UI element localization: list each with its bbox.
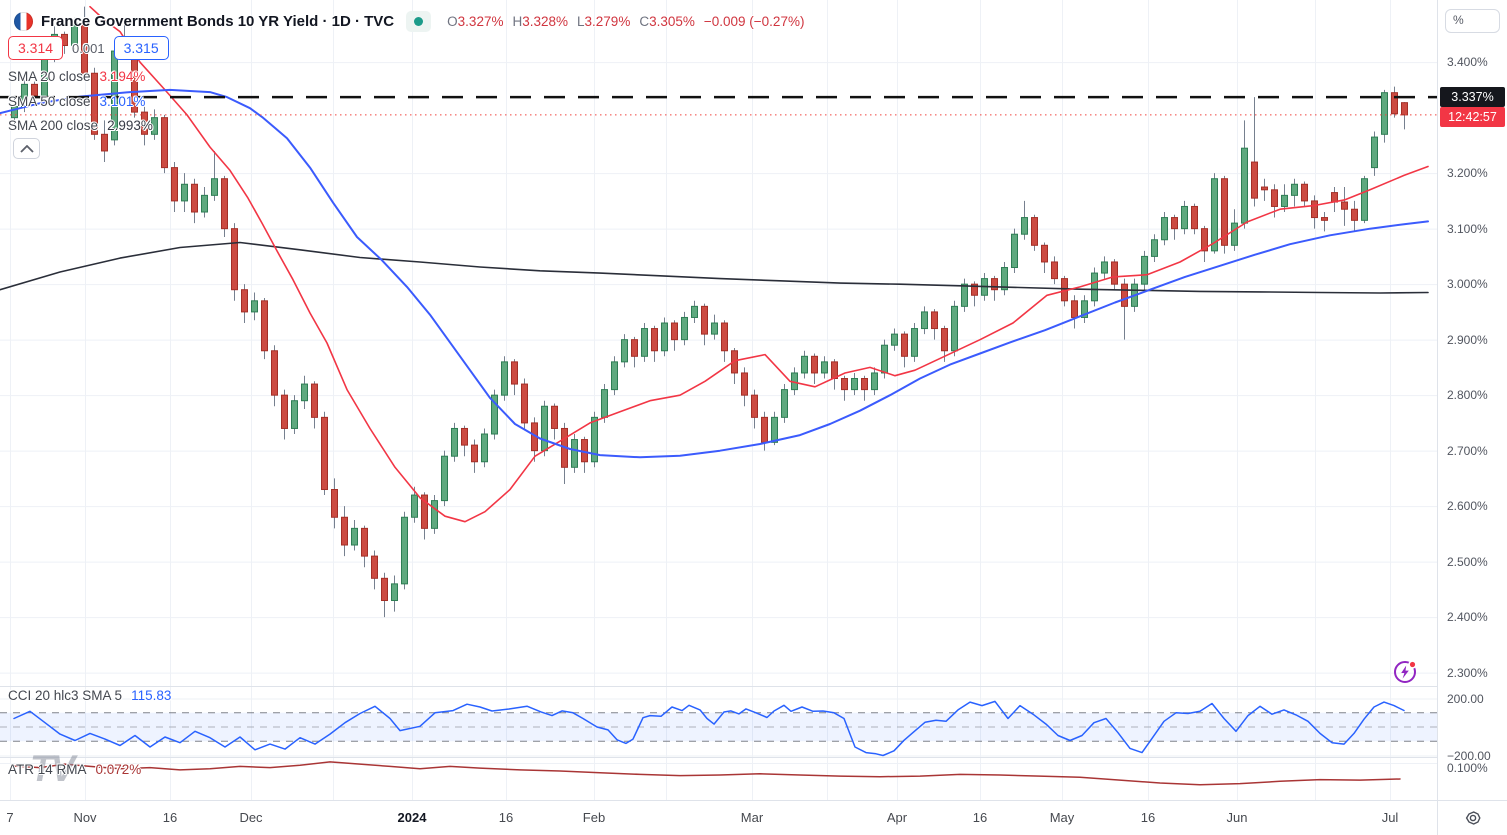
cci-axis-tick-bottom: −200.00 xyxy=(1447,748,1491,763)
countdown-label: 12:42:57 xyxy=(1440,107,1505,128)
time-tick-label: 2024 xyxy=(397,810,427,825)
buy-button[interactable]: 3.315 xyxy=(113,36,169,60)
time-tick-label: 16 xyxy=(972,810,988,825)
chart-canvas[interactable] xyxy=(0,0,1437,800)
time-tick-label: Jul xyxy=(1381,810,1399,825)
legend-sma50[interactable]: SMA 50 close 3.101% xyxy=(8,93,146,109)
price-tick-label: 2.700% xyxy=(1447,443,1488,458)
time-tick-label: 16 xyxy=(498,810,514,825)
cci-axis-tick-top: 200.00 xyxy=(1447,691,1484,706)
flash-button[interactable] xyxy=(1391,658,1419,686)
atr-indicator-legend[interactable]: ATR 14 RMA 0.072% xyxy=(8,762,142,777)
price-tick-label: 3.100% xyxy=(1447,221,1488,236)
symbol-title[interactable]: France Government Bonds 10 YR Yield · 1D… xyxy=(41,12,395,30)
legend-sma200[interactable]: SMA 200 close 2.993% xyxy=(8,117,153,133)
cci-indicator-legend[interactable]: CCI 20 hlc3 SMA 5 115.83 xyxy=(8,688,172,703)
symbol-header: France Government Bonds 10 YR Yield · 1D… xyxy=(14,10,804,32)
tradingview-watermark: TV xyxy=(30,748,75,789)
price-tick-label: 2.900% xyxy=(1447,332,1488,347)
price-tick-label: 2.600% xyxy=(1447,499,1488,514)
price-tick-label: 2.300% xyxy=(1447,665,1488,680)
legend-sma20[interactable]: SMA 20 close 3.194% xyxy=(8,68,146,84)
market-status-icon[interactable] xyxy=(406,10,432,32)
price-tick-label: 3.000% xyxy=(1447,277,1488,292)
green-dot-icon xyxy=(414,16,424,26)
price-tick-label: 3.400% xyxy=(1447,55,1488,70)
time-tick-label: May xyxy=(1049,810,1075,825)
percent-scale-button[interactable]: % xyxy=(1445,9,1500,33)
time-tick-label: Dec xyxy=(239,810,263,825)
legend-collapse-button[interactable] xyxy=(13,138,40,159)
time-tick-label: 16 xyxy=(162,810,178,825)
france-flag-icon xyxy=(14,11,33,31)
gear-icon xyxy=(1465,811,1481,825)
time-tick-label: Apr xyxy=(886,810,908,825)
time-tick-label: 16 xyxy=(1140,810,1156,825)
alert-price-label: 3.337% xyxy=(1440,87,1505,108)
bid-ask-row: 3.314 0.001 3.315 xyxy=(8,36,169,60)
ohlc-values: O3.327% H3.328% L3.279% C3.305% −0.009 (… xyxy=(447,13,805,29)
time-tick-label: 7 xyxy=(6,810,14,825)
circle-outline-icon xyxy=(1394,661,1416,683)
price-tick-label: 2.400% xyxy=(1447,610,1488,625)
time-tick-label: Feb xyxy=(582,810,606,825)
time-axis[interactable]: 7 Nov 16 Dec 2024 16 Feb Mar Apr 16 May 16 Jun Jul xyxy=(0,800,1437,835)
time-tick-label: Jun xyxy=(1226,810,1248,825)
price-tick-label: 3.200% xyxy=(1447,166,1488,181)
chevron-up-icon xyxy=(19,144,34,153)
change-value: −0.009 (−0.27%) xyxy=(703,13,805,29)
sell-button[interactable]: 3.314 xyxy=(8,36,64,60)
price-tick-label: 2.800% xyxy=(1447,388,1488,403)
chart-area[interactable] xyxy=(0,0,1437,800)
axis-settings-corner[interactable] xyxy=(1437,800,1507,835)
spread-value: 0.001 xyxy=(72,40,105,56)
time-tick-label: Nov xyxy=(73,810,97,825)
price-axis[interactable]: % 3.400% 3.200% 3.100% 3.000% 2.900% 2.800% 2.… xyxy=(1437,0,1507,800)
lightning-bolt-icon xyxy=(1401,665,1409,679)
atr-axis-tick: 0.100% xyxy=(1447,761,1488,775)
notification-dot-icon xyxy=(1408,660,1417,669)
time-tick-label: Mar xyxy=(740,810,764,825)
price-tick-label: 2.500% xyxy=(1447,554,1488,569)
